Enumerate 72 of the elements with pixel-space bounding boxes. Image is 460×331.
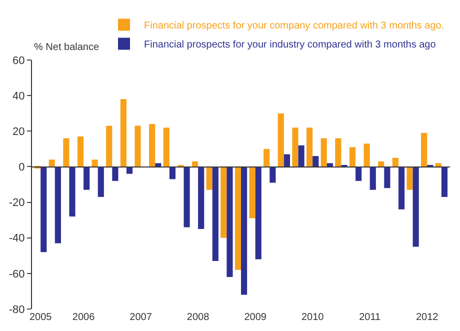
bar <box>40 166 47 252</box>
y-tick-label: -80 <box>8 304 25 316</box>
bar <box>198 166 204 229</box>
y-tick-label: 40 <box>12 90 25 102</box>
bar <box>54 166 61 244</box>
bar <box>192 161 198 167</box>
y-tick-label: -60 <box>8 268 25 280</box>
bar <box>69 166 76 217</box>
x-tick-label: 2005 <box>29 312 52 323</box>
bar <box>270 166 276 183</box>
bar <box>335 138 342 167</box>
legend-label: Financial prospects for your industry compared with 3 months ago <box>144 40 436 51</box>
bar <box>163 128 170 167</box>
x-tick-label: 2010 <box>301 312 324 323</box>
bar <box>435 163 442 167</box>
bar <box>226 166 233 277</box>
x-tick-label: 2011 <box>359 312 382 323</box>
bar <box>98 166 104 197</box>
y-axis-title: % Net balance <box>34 42 100 53</box>
bar <box>184 166 190 228</box>
bar <box>326 163 333 167</box>
bar <box>92 160 98 167</box>
bar <box>392 158 398 167</box>
bar <box>234 166 241 270</box>
y-tick-label: 20 <box>12 126 25 138</box>
bar <box>134 126 141 167</box>
bar <box>378 161 384 167</box>
bar <box>364 144 370 167</box>
bar <box>278 113 284 167</box>
bar <box>241 166 248 295</box>
bar <box>63 138 70 167</box>
bar <box>441 166 448 197</box>
x-tick-label: 2012 <box>416 312 439 323</box>
bar <box>421 132 428 167</box>
bar <box>370 166 376 190</box>
bar <box>206 166 212 190</box>
bar <box>84 166 90 190</box>
bar <box>212 166 218 261</box>
bar <box>292 128 298 167</box>
bar <box>220 166 227 238</box>
x-tick-label: 2007 <box>130 312 152 323</box>
bar <box>149 124 156 167</box>
y-tick-label: 60 <box>12 54 25 67</box>
y-tick-label: 0 <box>18 162 25 174</box>
bar <box>48 160 55 167</box>
bar <box>349 147 356 167</box>
bar <box>264 148 270 167</box>
bar <box>306 128 313 167</box>
x-tick-label: 2006 <box>72 312 96 323</box>
bar <box>112 166 118 181</box>
bar <box>155 163 162 167</box>
bar <box>298 145 304 167</box>
bar <box>398 166 405 210</box>
x-tick-label: 2009 <box>244 312 267 323</box>
bar <box>412 166 419 247</box>
bar <box>255 166 262 260</box>
bar <box>169 166 176 180</box>
legend-label: Financial prospects for your company compared with 3 months ago. <box>144 20 444 32</box>
bar <box>356 166 362 181</box>
bar <box>120 99 126 167</box>
bar <box>249 166 256 218</box>
bar <box>320 138 327 167</box>
bar <box>406 166 413 190</box>
x-tick-label: 2008 <box>186 312 210 323</box>
y-tick-label: -40 <box>8 232 25 245</box>
bar <box>77 136 84 167</box>
bar <box>312 156 319 167</box>
bar <box>126 166 133 174</box>
y-tick-label: -20 <box>8 197 25 210</box>
bar <box>284 154 290 167</box>
bar <box>384 166 390 188</box>
bar <box>106 126 112 167</box>
